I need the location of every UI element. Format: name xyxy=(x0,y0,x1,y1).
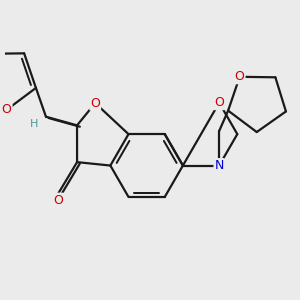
Text: O: O xyxy=(235,70,244,83)
Text: O: O xyxy=(2,103,12,116)
Text: O: O xyxy=(53,194,63,207)
Text: O: O xyxy=(90,97,100,110)
Text: O: O xyxy=(214,96,224,109)
Text: H: H xyxy=(30,118,38,129)
Text: N: N xyxy=(214,159,224,172)
